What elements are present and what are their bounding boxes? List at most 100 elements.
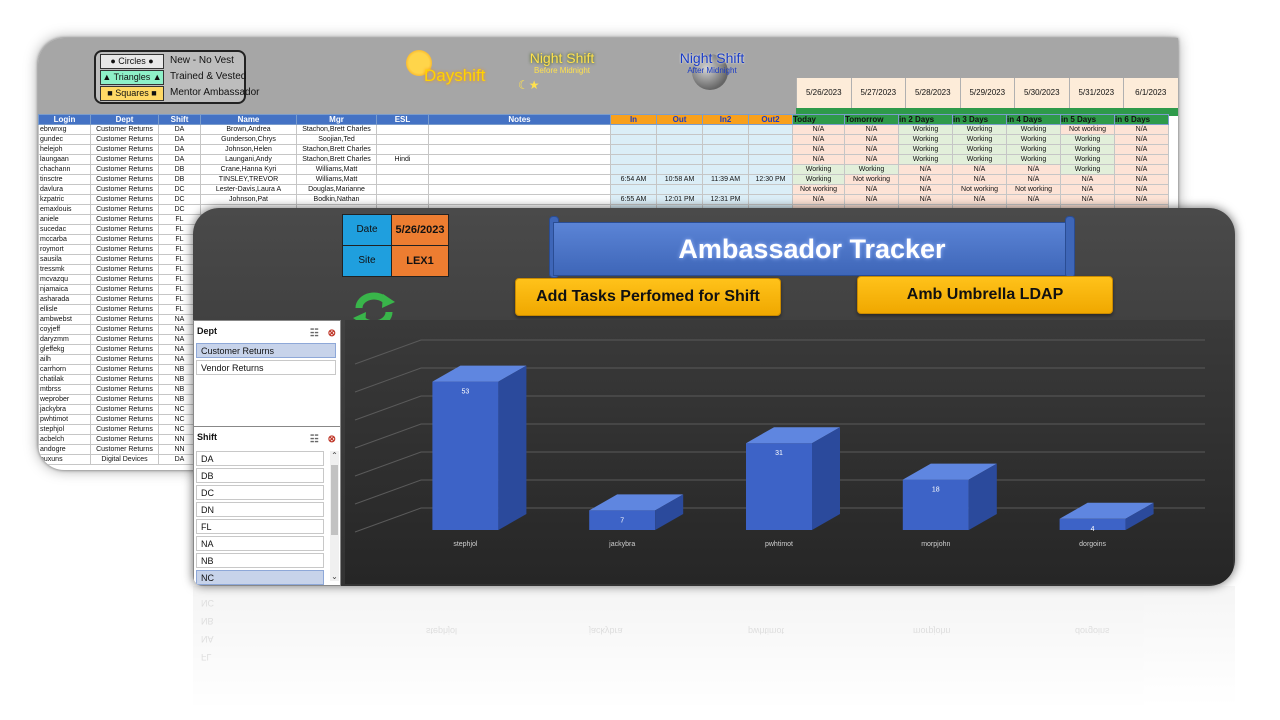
table-cell[interactable]: stephjol <box>38 424 91 435</box>
table-cell[interactable]: Working <box>952 144 1007 155</box>
table-cell[interactable] <box>748 154 793 165</box>
clear-filter-icon[interactable]: ⊗ <box>327 328 336 339</box>
table-cell[interactable]: N/A <box>898 194 953 205</box>
table-cell[interactable]: Digital Devices <box>90 454 159 465</box>
table-cell[interactable]: acbelch <box>38 434 91 445</box>
table-cell[interactable]: Hindi <box>376 154 429 165</box>
table-cell[interactable]: Customer Returns <box>90 174 159 185</box>
slicer-item[interactable]: DB <box>196 468 324 483</box>
table-cell[interactable] <box>656 154 703 165</box>
column-header[interactable]: Dept <box>90 114 159 125</box>
table-cell[interactable]: asharada <box>38 294 91 305</box>
table-cell[interactable]: Bodkin,Nathan <box>296 194 377 205</box>
slicer-item[interactable]: Vendor Returns <box>196 360 336 375</box>
table-cell[interactable] <box>656 164 703 175</box>
table-cell[interactable] <box>748 184 793 195</box>
table-cell[interactable]: 10:58 AM <box>656 174 703 185</box>
table-cell[interactable]: N/A <box>792 134 845 145</box>
table-cell[interactable]: Soojian,Ted <box>296 134 377 145</box>
table-cell[interactable]: DA <box>158 124 201 135</box>
table-cell[interactable]: chatilak <box>38 374 91 385</box>
table-cell[interactable]: N/A <box>844 124 899 135</box>
table-cell[interactable]: nuxuns <box>38 454 91 465</box>
table-cell[interactable]: Customer Returns <box>90 394 159 405</box>
table-cell[interactable]: Douglas,Marianne <box>296 184 377 195</box>
table-cell[interactable] <box>748 164 793 175</box>
table-cell[interactable] <box>702 184 749 195</box>
table-cell[interactable]: Customer Returns <box>90 154 159 165</box>
table-cell[interactable]: Not working <box>792 184 845 195</box>
table-cell[interactable]: N/A <box>952 174 1007 185</box>
column-header[interactable]: in 6 Days <box>1114 114 1169 125</box>
table-cell[interactable]: Customer Returns <box>90 384 159 395</box>
column-header[interactable]: Out <box>656 114 703 125</box>
table-cell[interactable]: 12:30 PM <box>748 174 793 185</box>
table-cell[interactable]: Crane,Hanna Kyri <box>200 164 297 175</box>
table-cell[interactable]: N/A <box>792 194 845 205</box>
table-cell[interactable]: Gunderson,Chrys <box>200 134 297 145</box>
table-cell[interactable] <box>748 194 793 205</box>
table-cell[interactable] <box>610 134 657 145</box>
column-header[interactable]: Name <box>200 114 297 125</box>
table-cell[interactable]: Not working <box>1060 124 1115 135</box>
table-cell[interactable]: helejoh <box>38 144 91 155</box>
table-cell[interactable]: Working <box>1060 164 1115 175</box>
slicer-item[interactable]: NA <box>196 536 324 551</box>
table-cell[interactable] <box>702 124 749 135</box>
table-cell[interactable] <box>376 164 429 175</box>
table-cell[interactable]: 11:39 AM <box>702 174 749 185</box>
table-cell[interactable]: tressmk <box>38 264 91 275</box>
table-cell[interactable]: roymort <box>38 244 91 255</box>
table-cell[interactable]: Customer Returns <box>90 204 159 215</box>
table-cell[interactable]: Customer Returns <box>90 324 159 335</box>
table-cell[interactable]: Williams,Matt <box>296 164 377 175</box>
table-cell[interactable]: Stachon,Brett Charles <box>296 144 377 155</box>
table-cell[interactable] <box>610 184 657 195</box>
table-cell[interactable] <box>428 124 611 135</box>
table-cell[interactable]: Customer Returns <box>90 434 159 445</box>
table-cell[interactable]: Stachon,Brett Charles <box>296 124 377 135</box>
site-value-cell[interactable]: LEX1 <box>391 245 449 277</box>
table-cell[interactable] <box>376 184 429 195</box>
table-cell[interactable]: mcvazqu <box>38 274 91 285</box>
table-cell[interactable]: Not working <box>1006 184 1061 195</box>
table-cell[interactable]: laungaan <box>38 154 91 165</box>
shift-slicer-scrollbar[interactable]: ⌃ ⌄ <box>330 451 339 581</box>
table-cell[interactable]: Customer Returns <box>90 294 159 305</box>
table-cell[interactable]: Customer Returns <box>90 184 159 195</box>
table-cell[interactable]: Laungani,Andy <box>200 154 297 165</box>
scroll-up-icon[interactable]: ⌃ <box>331 451 338 460</box>
table-cell[interactable]: N/A <box>1060 194 1115 205</box>
table-cell[interactable]: aniele <box>38 214 91 225</box>
table-cell[interactable]: 6:54 AM <box>610 174 657 185</box>
table-cell[interactable] <box>376 144 429 155</box>
table-cell[interactable]: gleffekg <box>38 344 91 355</box>
scroll-down-icon[interactable]: ⌄ <box>331 572 338 581</box>
table-cell[interactable]: Customer Returns <box>90 374 159 385</box>
table-cell[interactable]: Working <box>952 154 1007 165</box>
table-cell[interactable]: Customer Returns <box>90 444 159 455</box>
table-cell[interactable]: Customer Returns <box>90 414 159 425</box>
table-cell[interactable] <box>428 194 611 205</box>
table-cell[interactable]: tinsctre <box>38 174 91 185</box>
slicer-item[interactable]: Customer Returns <box>196 343 336 358</box>
table-cell[interactable] <box>656 144 703 155</box>
table-cell[interactable]: daryzmm <box>38 334 91 345</box>
table-cell[interactable]: N/A <box>792 124 845 135</box>
table-cell[interactable] <box>610 144 657 155</box>
table-cell[interactable] <box>702 134 749 145</box>
table-cell[interactable]: N/A <box>1114 124 1169 135</box>
table-cell[interactable] <box>748 124 793 135</box>
table-cell[interactable]: Customer Returns <box>90 134 159 145</box>
table-cell[interactable]: DA <box>158 144 201 155</box>
chart-bar[interactable]: 53 <box>432 365 527 530</box>
table-cell[interactable]: Customer Returns <box>90 224 159 235</box>
chart-bar[interactable]: 4 <box>1059 502 1154 533</box>
table-cell[interactable]: Working <box>792 174 845 185</box>
multi-select-icon[interactable]: ☷ <box>309 328 319 339</box>
table-cell[interactable]: DC <box>158 184 201 195</box>
column-header[interactable]: In2 <box>702 114 749 125</box>
table-cell[interactable]: Working <box>898 144 953 155</box>
table-cell[interactable]: mtbrss <box>38 384 91 395</box>
slicer-item[interactable]: DC <box>196 485 324 500</box>
